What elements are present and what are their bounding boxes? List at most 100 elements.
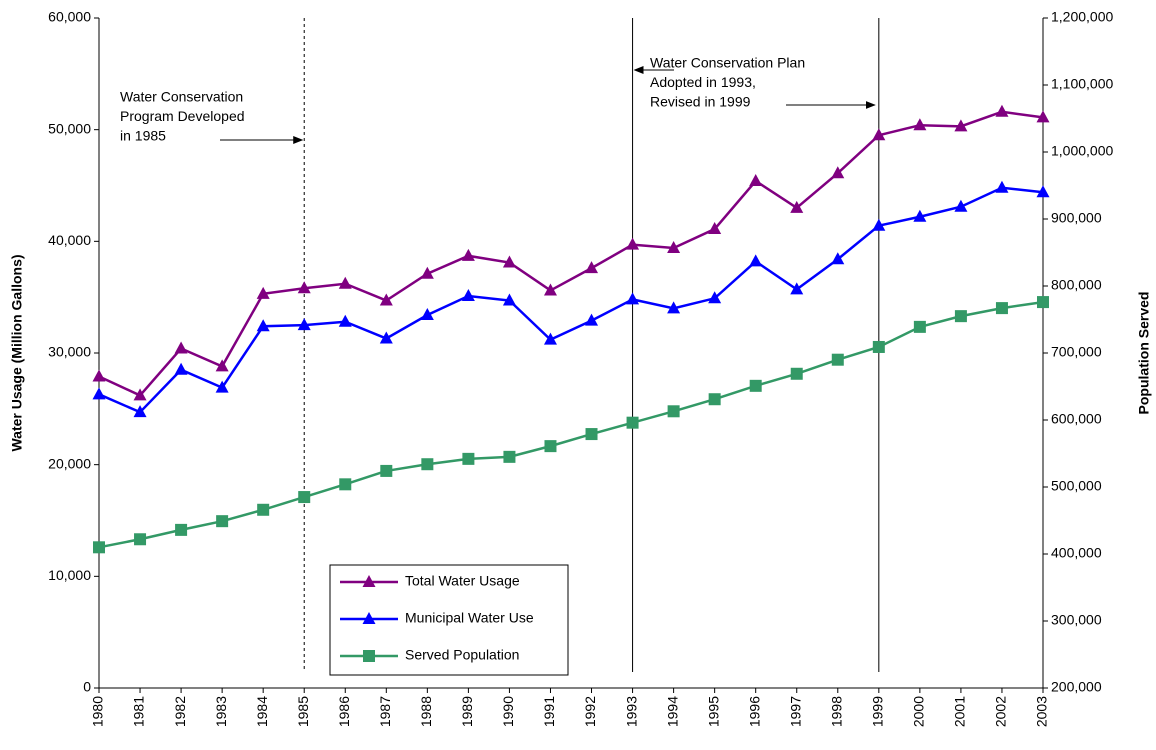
data-point: [708, 291, 722, 304]
y-tick-label: 60,000: [48, 9, 91, 25]
y2-tick-label: 900,000: [1051, 210, 1102, 226]
data-point: [1036, 110, 1050, 123]
data-point: [461, 289, 475, 302]
data-point: [379, 331, 393, 344]
data-point: [831, 166, 845, 179]
data-point: [420, 266, 434, 279]
annotation-text: in 1985: [120, 128, 166, 144]
data-point: [913, 320, 926, 333]
data-point: [749, 254, 763, 267]
data-point: [954, 310, 967, 323]
series-line: [98, 300, 1044, 549]
data-point: [92, 369, 106, 382]
data-point: [256, 319, 270, 332]
data-point: [502, 293, 516, 306]
data-point: [503, 450, 516, 463]
data-point: [544, 440, 557, 453]
data-point: [626, 416, 639, 429]
x-tick-label: 1981: [131, 696, 147, 727]
y2-tick-label: 400,000: [1051, 545, 1102, 561]
legend-label: Served Population: [405, 647, 519, 663]
data-point: [913, 209, 927, 222]
x-tick-label: 1996: [746, 696, 762, 727]
x-tick-label: 1995: [705, 696, 721, 727]
data-point: [954, 119, 968, 132]
x-tick-label: 1982: [172, 696, 188, 727]
data-point: [667, 241, 681, 254]
y-tick-label: 50,000: [48, 120, 91, 136]
data-point: [93, 541, 105, 554]
data-point: [708, 222, 722, 235]
data-point: [585, 313, 599, 326]
data-point: [872, 128, 886, 141]
data-point: [585, 428, 598, 441]
data-point: [421, 458, 434, 471]
y2-tick-label: 1,100,000: [1051, 76, 1113, 92]
data-point: [215, 359, 229, 372]
data-point: [502, 255, 516, 268]
data-point: [462, 452, 475, 465]
data-point: [585, 261, 599, 274]
x-tick-label: 1993: [623, 696, 639, 727]
x-tick-label: 1997: [787, 696, 803, 727]
data-point: [749, 174, 763, 187]
data-point: [667, 301, 681, 314]
data-point: [1037, 296, 1049, 309]
y2-tick-label: 600,000: [1051, 411, 1102, 427]
data-point: [380, 464, 393, 477]
x-tick-label: 1989: [459, 696, 475, 727]
y2-tick-label: 700,000: [1051, 344, 1102, 360]
data-point: [297, 318, 311, 331]
x-tick-label: 2001: [952, 696, 968, 727]
data-point: [749, 379, 762, 392]
x-tick-label: 1994: [664, 696, 680, 727]
annotation-text: Program Developed: [120, 108, 245, 124]
y2-axis-title: Population Served: [1136, 292, 1152, 415]
legend-label: Total Water Usage: [405, 573, 520, 589]
x-tick-label: 2002: [993, 696, 1009, 727]
data-point: [216, 515, 229, 528]
x-tick-label: 1980: [90, 696, 106, 727]
x-tick-label: 1987: [377, 696, 393, 727]
data-point: [831, 252, 845, 265]
data-point: [954, 199, 968, 212]
data-point: [872, 218, 886, 231]
data-point: [543, 283, 557, 296]
data-point: [257, 503, 270, 516]
series-line: [98, 186, 1044, 414]
data-point: [420, 308, 434, 321]
y-axis-title: Water Usage (Million Gallons): [9, 254, 25, 451]
data-point: [379, 293, 393, 306]
data-point: [790, 367, 803, 380]
x-tick-label: 2000: [911, 696, 927, 727]
data-point: [995, 180, 1009, 193]
data-point: [995, 302, 1008, 315]
data-point: [133, 405, 147, 418]
x-tick-label: 1983: [213, 696, 229, 727]
y-tick-label: 20,000: [48, 455, 91, 471]
x-tick-label: 1992: [582, 696, 598, 727]
x-tick-label: 1998: [828, 696, 844, 727]
data-point: [215, 380, 229, 393]
data-point: [872, 340, 885, 353]
data-point: [133, 388, 147, 401]
data-point: [626, 292, 640, 305]
annotation-text: Adopted in 1993,: [650, 74, 756, 90]
legend-marker: [362, 575, 376, 587]
data-point: [626, 237, 640, 250]
y2-tick-label: 1,200,000: [1051, 9, 1113, 25]
y-tick-label: 0: [83, 679, 91, 695]
x-tick-label: 2003: [1034, 696, 1050, 727]
annotation-text: Revised in 1999: [650, 94, 751, 110]
data-point: [174, 362, 188, 375]
data-point: [297, 281, 311, 294]
data-point: [708, 393, 721, 406]
data-point: [175, 523, 188, 536]
data-point: [461, 248, 475, 261]
legend-label: Municipal Water Use: [405, 610, 534, 626]
data-point: [338, 276, 352, 289]
y-tick-label: 40,000: [48, 232, 91, 248]
y2-tick-label: 300,000: [1051, 612, 1102, 628]
data-point: [339, 478, 352, 491]
series-line: [98, 110, 1044, 397]
